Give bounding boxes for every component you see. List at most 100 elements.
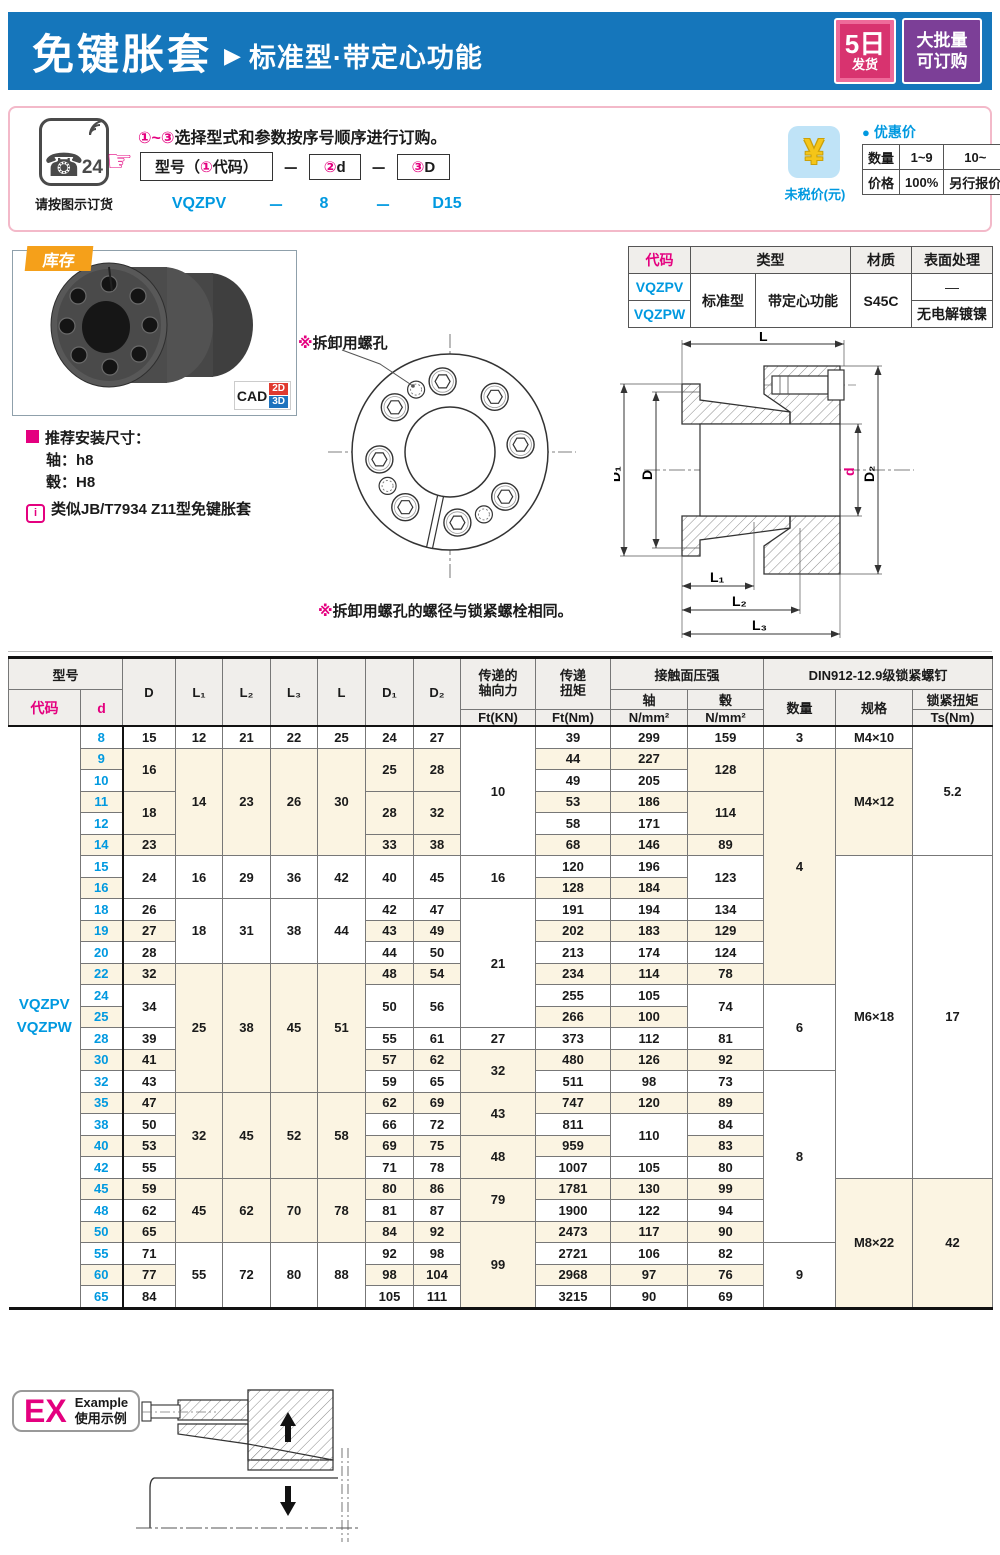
th-D: D <box>122 657 176 727</box>
type-row-vqzpv: VQZPV 标准型 带定心功能 S45C — <box>628 273 993 328</box>
cell-FtNm: 49 <box>535 769 611 792</box>
price-qty-range2: 10~ <box>943 144 1000 170</box>
th-model: 型号 <box>8 657 123 690</box>
cell-FtKN: 32 <box>460 1048 536 1093</box>
cell-d: 12 <box>80 812 124 835</box>
cell-D: 28 <box>122 941 176 964</box>
cell-hub: 69 <box>687 1285 764 1309</box>
price-rate-2: 另行报价 <box>943 169 1000 195</box>
cell-hub: 99 <box>687 1177 764 1200</box>
cell-L2: 72 <box>222 1242 271 1309</box>
cell-hub: 80 <box>687 1156 764 1179</box>
th-d: d <box>80 689 123 727</box>
type-code-vqzpw: VQZPW <box>628 300 691 328</box>
cell-d: 42 <box>80 1156 124 1179</box>
table-row: VQZPV VQZPW 8 15 12 21 22 25 24 27 10 39 299 159 3 M4×1… <box>9 725 993 1036</box>
deal-price-label: 优惠价 <box>873 124 916 140</box>
pattern-D-label: D <box>424 158 436 176</box>
cell-FtNm: 39 <box>535 725 611 749</box>
th-L: L <box>317 657 366 727</box>
cell-FtNm: 120 <box>535 855 611 878</box>
cell-d: 11 <box>80 790 124 813</box>
cell-d: 9 <box>80 747 124 770</box>
cell-D1: 98 <box>365 1263 414 1286</box>
cell-shaft: 120 <box>610 1091 688 1114</box>
cell-D: 43 <box>122 1070 176 1093</box>
cell-d: 45 <box>80 1177 124 1200</box>
deal-price-heading: ● 优惠价 <box>862 122 916 142</box>
table-row: 24 34 50 56 255 105 74 6 <box>9 984 993 1071</box>
cell-D2: 65 <box>413 1070 461 1093</box>
pattern-dash-2: － <box>370 160 387 178</box>
axial-line2: 轴向力 <box>478 683 518 698</box>
cad-badge[interactable]: CAD 2D 3D <box>233 381 291 410</box>
cad-2d-link[interactable]: 2D <box>269 383 288 395</box>
cell-d: 60 <box>80 1263 124 1286</box>
head-row-3: Ft(KN) Ft(Nm) N/mm² N/mm² Ts(Nm) <box>9 709 993 727</box>
cell-D: 71 <box>122 1242 176 1265</box>
price-rate-label: 价格 <box>861 169 901 195</box>
cell-FtNm: 202 <box>535 919 611 942</box>
cell-D2: 27 <box>413 725 461 749</box>
cell-D1: 48 <box>365 962 414 985</box>
cell-Ts: 17 <box>912 855 993 1179</box>
cell-L: 44 <box>317 898 366 964</box>
pattern-box-d: ②d <box>308 153 361 180</box>
cell-D2: 75 <box>413 1134 461 1157</box>
cell-hub: 74 <box>687 984 764 1028</box>
cell-D1: 25 <box>365 747 414 792</box>
page-header-bar: 免键胀套 ▶ 标准型·带定心功能 5日 发货 大批量 可订购 <box>8 12 992 90</box>
cell-FtNm: 128 <box>535 876 611 899</box>
dim-D: D <box>639 470 655 480</box>
product-photo-box: CAD 2D 3D <box>12 250 297 416</box>
main-spec-table: 型号 D L₁ L₂ L₃ L D₁ D₂ 传递的 轴向力 传递 扭矩 接触面压强 … <box>8 656 993 1310</box>
ship-badge-inner: 5日 发货 <box>840 24 890 78</box>
cell-d: 28 <box>80 1027 124 1050</box>
th-axial-force: 传递的 轴向力 <box>460 657 536 710</box>
cell-d: 14 <box>80 833 124 856</box>
type-material: S45C <box>850 273 912 328</box>
cell-d: 65 <box>80 1285 124 1309</box>
cell-D1: 55 <box>365 1027 414 1050</box>
cell-shaft: 205 <box>610 769 688 792</box>
cell-D1: 28 <box>365 790 414 835</box>
ex-caption-cn: 使用示例 <box>74 1411 127 1426</box>
cell-d: 18 <box>80 898 124 921</box>
example-d: 8 <box>319 195 329 212</box>
ex-caption: Example 使用示例 <box>75 1395 128 1426</box>
cell-L1: 25 <box>175 962 223 1093</box>
table-row: 55 71 55 72 80 88 92 98 2721 106 82 9 <box>9 1242 993 1309</box>
table-row: 45 59 45 62 70 78 80 86 79 1781 130 99 M8×22 42 <box>8 1177 993 1309</box>
section-view-drawing: L D₁ D d D₂ L₁ L₂ L₃ <box>614 332 914 638</box>
cell-D2: 49 <box>413 919 461 942</box>
cell-D: 47 <box>122 1091 176 1114</box>
example-dash-1: － <box>267 198 284 215</box>
cad-3d-link[interactable]: 3D <box>269 396 288 408</box>
cell-spec: M4×10 <box>835 725 913 749</box>
cell-D: 84 <box>122 1285 176 1309</box>
th-D1: D₁ <box>365 657 414 727</box>
head-row-2: 代码 d 轴 毂 数量 规格 锁紧扭矩 <box>8 689 993 727</box>
th-locking-screw: DIN912-12.9级锁紧螺钉 <box>763 657 993 690</box>
price-rate-row: 价格 100% 另行报价 <box>861 169 1000 195</box>
cell-hub: 76 <box>687 1263 764 1286</box>
cell-qty: 4 <box>763 747 836 985</box>
th-shaft-unit: N/mm² <box>610 709 688 727</box>
cell-L2: 38 <box>222 962 271 1093</box>
type-row-vqzpw: VQZPW 无电解镀镍 <box>628 300 993 328</box>
similar-standard-note: i 类似JB/T7934 Z11型免键胀套 <box>26 498 251 523</box>
cell-D1: 44 <box>365 941 414 964</box>
cell-D2: 32 <box>413 790 461 835</box>
cell-D2: 45 <box>413 855 461 899</box>
cell-shaft: 194 <box>610 898 688 921</box>
table-row: 12 58 171 <box>9 812 993 835</box>
cell-D1: 80 <box>365 1177 414 1200</box>
table-row: 18 26 18 31 38 44 42 47 21 191 194 134 <box>9 898 993 1028</box>
th-L3: L₃ <box>270 657 318 727</box>
cell-L: 58 <box>317 1091 366 1179</box>
surface-vqzpw: 无电解镀镍 <box>911 300 993 328</box>
cell-D: 39 <box>122 1027 176 1050</box>
order-instruction-box: ☎ 24 请按图示订货 ☞ ①~③选择型式和参数按序号顺序进行订购。 型号（①代… <box>8 106 1000 232</box>
cell-Ts: 42 <box>912 1177 993 1309</box>
cell-FtNm: 747 <box>535 1091 611 1114</box>
